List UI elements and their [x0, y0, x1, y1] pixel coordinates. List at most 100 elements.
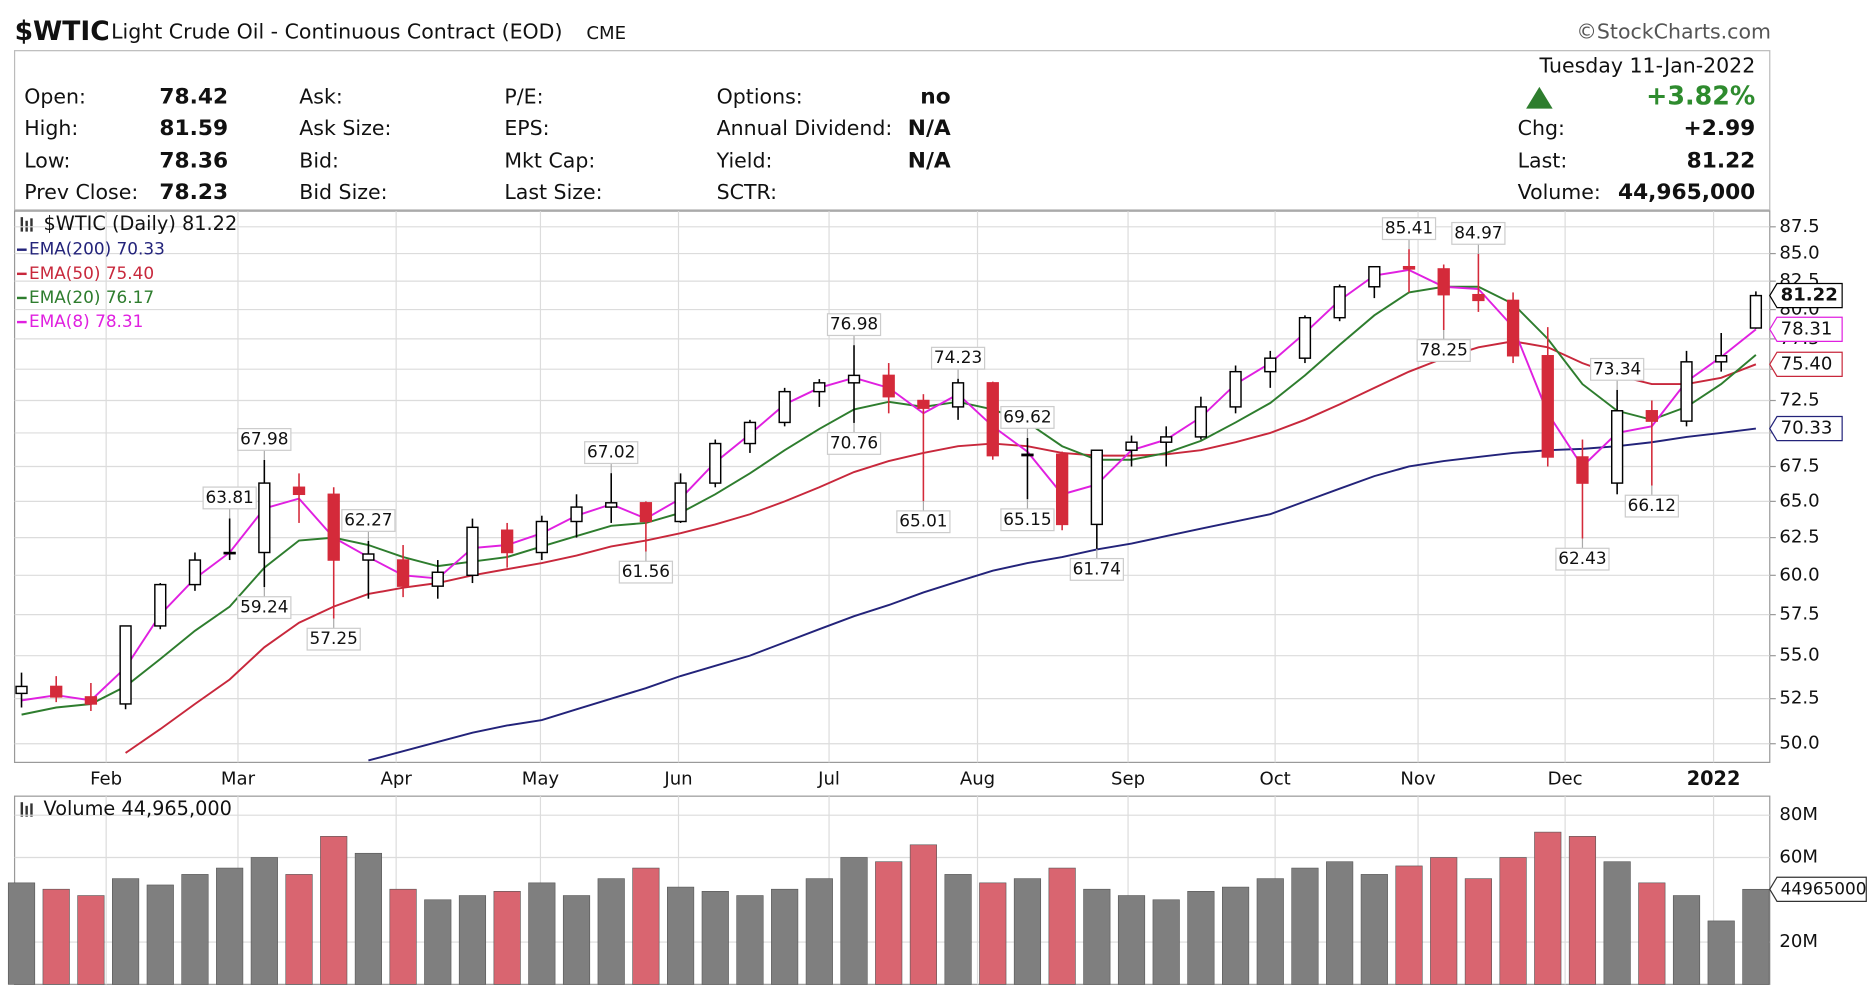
- annotation-box: [618, 560, 674, 584]
- quote-label: Last Size:: [504, 180, 602, 204]
- annotation: 73.34: [1593, 358, 1641, 378]
- candle-body: [1610, 410, 1624, 484]
- annotation-box: [896, 510, 951, 534]
- legend-entry: EMA(8) 78.31: [29, 311, 143, 331]
- candle-body: [1368, 265, 1381, 288]
- ema-line: [21, 285, 1757, 716]
- annotation: 61.74: [1073, 558, 1121, 578]
- quote-label: Bid Size:: [299, 180, 387, 204]
- candle-body: [362, 553, 375, 561]
- volume-bar: [181, 874, 209, 985]
- volume-bar: [840, 857, 868, 985]
- annotation: 65.01: [899, 511, 947, 531]
- volume-bar: [909, 844, 937, 985]
- annotation: 85.41: [1385, 218, 1433, 238]
- y-tick-label: 57.5: [1779, 604, 1819, 625]
- up-arrow: [1526, 86, 1553, 109]
- candle-body: [396, 559, 410, 587]
- candle-body: [1125, 441, 1138, 451]
- candle-body: [674, 482, 687, 523]
- volume-bar: [1395, 865, 1423, 985]
- annotation: 74.23: [934, 347, 982, 367]
- last-value: 81.22: [1687, 149, 1756, 174]
- candle-body: [1680, 361, 1693, 422]
- candle-body: [535, 520, 548, 554]
- quote-label: Bid:: [299, 149, 339, 173]
- candle-body: [709, 442, 722, 484]
- volume-bar: [771, 888, 799, 985]
- y-tick-label: 72.5: [1779, 390, 1819, 411]
- candle-body: [223, 551, 236, 555]
- y-tick-label: 20M: [1779, 931, 1818, 952]
- candle-body: [951, 382, 965, 408]
- candle-body: [1264, 357, 1277, 373]
- value-box: [1769, 316, 1843, 342]
- annotation-box: [1000, 508, 1055, 532]
- volume-bar: [112, 878, 140, 985]
- candle-body: [119, 625, 132, 705]
- candle-body: [1437, 268, 1450, 296]
- volume-bar: [458, 895, 487, 985]
- candle-body: [188, 559, 202, 586]
- annotation-box: [826, 313, 882, 337]
- annotation-box: [1000, 405, 1055, 429]
- candle-body: [1472, 293, 1485, 302]
- ema-line: [368, 427, 1757, 762]
- annotation: 76.98: [830, 314, 878, 334]
- volume-bar: [875, 861, 903, 985]
- volume-bar: [77, 895, 105, 985]
- y-tick-label: 60.0: [1779, 564, 1819, 585]
- legend-entry: EMA(20) 76.17: [29, 287, 154, 307]
- volume-label: Volume:: [1518, 180, 1601, 204]
- candle-body: [1055, 453, 1069, 526]
- chart-icon: [20, 217, 33, 817]
- candle-body: [778, 390, 791, 424]
- y-tick-label: 65.0: [1779, 490, 1819, 511]
- candle-body: [570, 506, 583, 523]
- annotation: 84.97: [1454, 222, 1502, 242]
- annotation-box: [826, 431, 882, 455]
- quote-box: [13, 50, 1771, 211]
- annotation-box: [1590, 357, 1645, 381]
- candle-body: [882, 374, 895, 398]
- quote-label: Ask:: [299, 85, 342, 109]
- annotation: 70.76: [830, 432, 878, 452]
- volume-bar: [1603, 861, 1631, 985]
- candle-body: [1541, 355, 1554, 458]
- candle-body: [327, 493, 340, 561]
- volume-bar: [1048, 867, 1076, 985]
- x-tick-label: Aug: [960, 768, 995, 789]
- volume-bar: [632, 867, 660, 985]
- volume-bar: [1707, 920, 1735, 985]
- quote-label: Yield:: [716, 149, 773, 173]
- quote-label: Low:: [24, 149, 70, 173]
- y-tick-label: 80M: [1779, 804, 1818, 825]
- quote-label: EPS:: [504, 116, 549, 140]
- legend-entry: EMA(200) 70.33: [29, 239, 165, 259]
- exchange: CME: [586, 23, 626, 44]
- volume-bar: [216, 867, 244, 985]
- quote-label: Ask Size:: [299, 116, 391, 140]
- volume-bar: [667, 886, 695, 985]
- annotation: 66.12: [1628, 495, 1676, 515]
- volume-bar: [562, 895, 591, 985]
- x-tick-label: Dec: [1548, 768, 1583, 789]
- instrument-name: Light Crude Oil - Continuous Contract (E…: [111, 20, 562, 44]
- candle-body: [500, 529, 514, 554]
- chg-label: Chg:: [1518, 116, 1565, 140]
- volume-bar: [805, 878, 833, 985]
- value-box-label: 81.22: [1781, 285, 1838, 306]
- value-box-label: 75.40: [1781, 353, 1833, 374]
- volume-bar: [285, 874, 313, 985]
- candle-body: [743, 421, 757, 445]
- annotation-box: [1416, 339, 1471, 362]
- volume-bar: [493, 891, 521, 985]
- value-box: [1769, 351, 1843, 377]
- volume-bar: [1742, 888, 1770, 985]
- symbol: $WTIC: [15, 16, 110, 47]
- annotation: 57.25: [310, 628, 358, 648]
- annotation-box: [306, 627, 361, 651]
- annotation: 62.27: [344, 510, 392, 530]
- annotation-box: [1451, 221, 1506, 245]
- volume-bar: [146, 884, 174, 985]
